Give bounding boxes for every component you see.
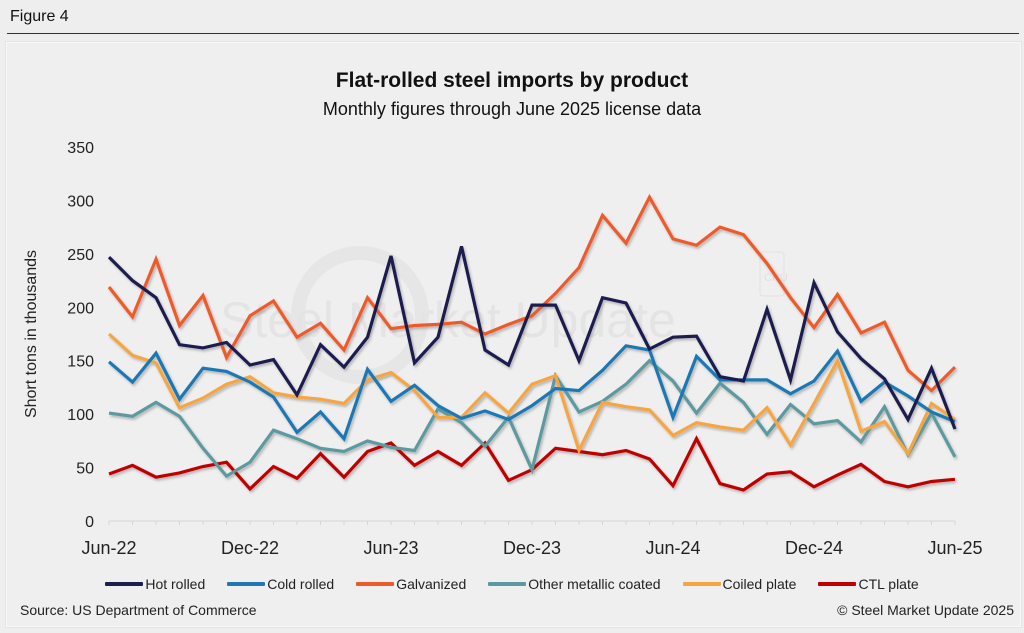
- y-axis: 0 50 100 150 200 250 300 350: [67, 140, 94, 531]
- series-line-coiled-plate: [107, 332, 956, 457]
- legend-item: Hot rolled: [105, 576, 205, 592]
- legend-label: Galvanized: [396, 576, 467, 592]
- x-tick-label: Jun-23: [363, 538, 418, 558]
- legend-swatch: [356, 582, 395, 586]
- y-tick-label: 50: [76, 461, 94, 478]
- y-axis-title: Short tons in thousands: [23, 250, 40, 418]
- x-tick-label: Jun-24: [645, 538, 700, 558]
- x-axis: Jun-22 Dec-22 Jun-23 Dec-23 Jun-24 Dec-24 Jun-…: [81, 520, 983, 558]
- figure-divider: [7, 33, 1019, 34]
- legend-label: Coiled plate: [722, 576, 797, 592]
- legend-swatch: [818, 582, 857, 586]
- watermark-logo-ring: [291, 246, 429, 384]
- series-line-hot-rolled: [107, 245, 957, 430]
- legend-item: CTL plate: [818, 576, 919, 592]
- legend-item: Coiled plate: [682, 576, 797, 592]
- legend-item: Cold rolled: [227, 576, 334, 592]
- source-note: Source: US Department of Commerce: [20, 602, 257, 618]
- watermark: Steel Market Update CRU: [220, 246, 788, 384]
- y-tick-label: 0: [85, 514, 94, 531]
- series-line-galvanized: [107, 193, 957, 393]
- y-tick-label: 100: [67, 407, 94, 424]
- legend-label: CTL plate: [858, 576, 919, 592]
- y-tick-label: 300: [67, 193, 94, 210]
- x-tick-label: Dec-23: [503, 538, 561, 558]
- legend-swatch: [227, 582, 266, 586]
- watermark-badge: [759, 251, 785, 297]
- series-line-cold-rolled: [107, 344, 956, 442]
- legend-item: Other metallic coated: [488, 576, 661, 592]
- chart-title: Flat-rolled steel imports by product: [335, 69, 689, 92]
- legend-label: Cold rolled: [267, 576, 335, 592]
- copyright-note: © Steel Market Update 2025: [837, 602, 1014, 618]
- y-tick-label: 150: [67, 354, 94, 371]
- legend-swatch: [488, 582, 527, 586]
- legend-swatch: [105, 582, 144, 586]
- y-tick-label: 250: [67, 247, 94, 264]
- chart-subtitle: Monthly figures through June 2025 licens…: [322, 99, 702, 119]
- legend-swatch: [682, 582, 721, 586]
- legend-item: Galvanized: [356, 576, 466, 592]
- y-tick-label: 200: [67, 300, 94, 317]
- x-tick-label: Jun-22: [81, 538, 136, 558]
- x-tick-label: Jun-25: [927, 538, 982, 558]
- figure-label: Figure 4: [10, 8, 69, 25]
- y-tick-label: 350: [67, 140, 94, 157]
- x-tick-label: Dec-22: [221, 538, 279, 558]
- x-tick-label: Dec-24: [785, 538, 843, 558]
- legend-label: Other metallic coated: [528, 576, 661, 592]
- series-lines: [107, 193, 957, 492]
- chart-legend: Hot rolled Cold rolled Galvanized Other met…: [0, 576, 1024, 592]
- series-line-other-metallic-coated: [108, 358, 957, 479]
- legend-label: Hot rolled: [145, 576, 206, 592]
